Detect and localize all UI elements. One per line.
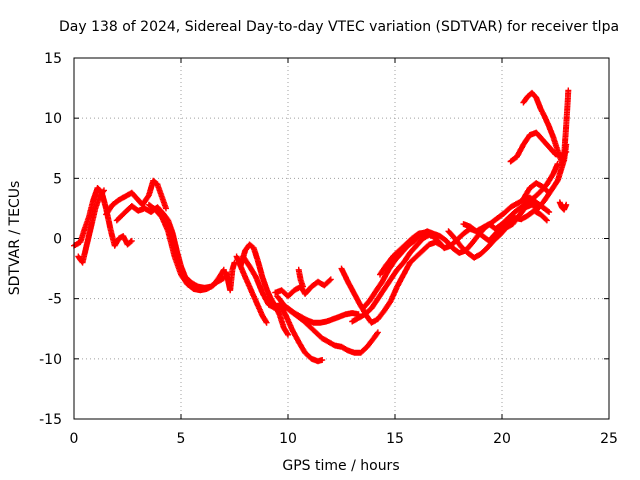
series-track-11 (276, 300, 326, 365)
point-markers (338, 239, 446, 326)
x-tick-label: 15 (386, 431, 404, 447)
x-tick-label: 5 (177, 431, 186, 447)
series-track-15 (349, 231, 439, 325)
point-markers (349, 231, 439, 325)
series-track-9 (233, 253, 270, 326)
point-markers (103, 177, 169, 218)
series-track-10 (274, 293, 381, 356)
y-tick-label: -15 (39, 412, 62, 428)
point-markers (556, 199, 570, 213)
grid-lines (74, 58, 609, 419)
y-tick-label: 5 (53, 171, 62, 187)
point-markers (75, 187, 107, 266)
point-markers (145, 201, 227, 294)
series-track-14 (338, 239, 446, 326)
series-track-23 (520, 180, 553, 202)
series-track-22 (556, 199, 570, 213)
series-track-17 (377, 207, 550, 278)
point-markers (274, 293, 381, 356)
axis-ticks (73, 57, 610, 420)
x-tick-label: 20 (493, 431, 511, 447)
x-tick-label: 0 (70, 431, 79, 447)
x-axis-label: GPS time / hours (282, 458, 399, 474)
point-markers (276, 300, 326, 365)
y-tick-label: 10 (44, 111, 62, 127)
point-markers (520, 87, 572, 166)
y-axis-label: SDTVAR / TECUs (7, 181, 23, 296)
x-tick-label: 25 (600, 431, 618, 447)
point-markers (222, 259, 238, 294)
point-markers (113, 203, 227, 291)
x-tick-label: 10 (279, 431, 297, 447)
y-tick-label: -10 (39, 352, 62, 368)
series-track-18 (445, 141, 570, 261)
series-track-6 (222, 259, 238, 294)
series-track-12 (272, 276, 334, 300)
series-track-5 (145, 201, 227, 294)
series-track-21 (520, 87, 572, 166)
point-markers (233, 253, 270, 326)
point-markers (377, 207, 550, 278)
chart-title: Day 138 of 2024, Sidereal Day-to-day VTE… (59, 19, 619, 35)
y-tick-label: 0 (53, 232, 62, 248)
point-markers (520, 180, 553, 202)
data-points (71, 87, 572, 365)
point-markers (295, 266, 306, 290)
y-tick-label: -5 (48, 292, 62, 308)
series-track-2 (75, 187, 107, 266)
y-tick-label: 15 (44, 51, 62, 67)
point-markers (445, 141, 570, 261)
y-tick-labels: -15 -10 -5 0 5 10 15 (39, 51, 62, 428)
series-track-4 (113, 203, 227, 291)
x-tick-labels: 0 5 10 15 20 25 (70, 431, 618, 447)
series-track-3 (103, 177, 169, 218)
series-track-13 (295, 266, 306, 290)
point-markers (272, 276, 334, 300)
